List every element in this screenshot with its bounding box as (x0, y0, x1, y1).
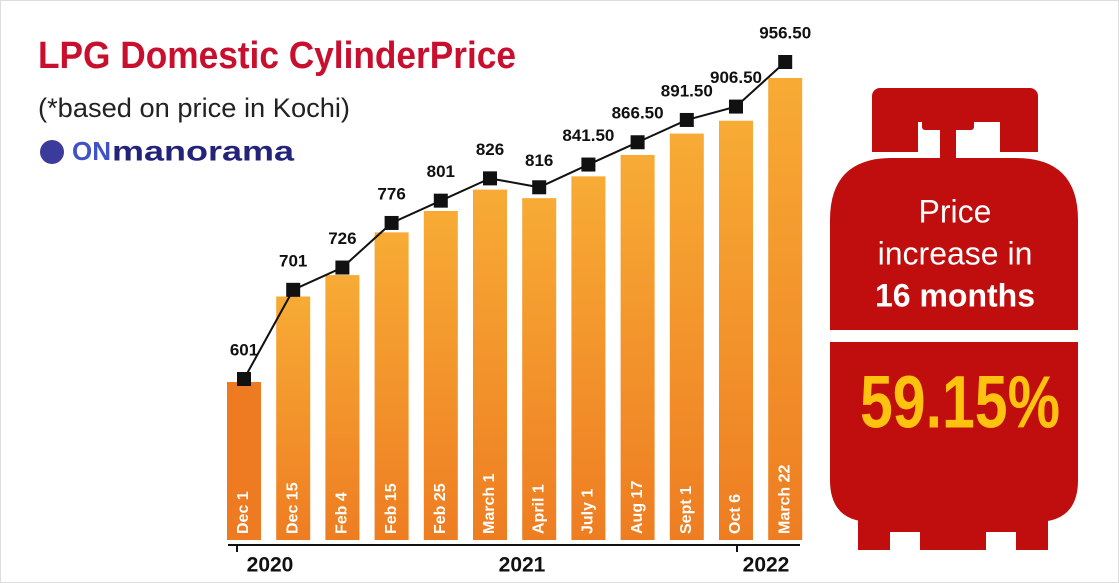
bar (522, 198, 557, 540)
logo-icon (40, 140, 64, 164)
category-label: Feb 4 (334, 492, 351, 534)
category-label: July 1 (580, 489, 597, 534)
value-label: 801 (427, 162, 455, 181)
year-label: 2020 (247, 554, 294, 577)
value-label: 866.50 (612, 104, 664, 123)
bar (768, 78, 803, 540)
marker (679, 112, 694, 127)
marker (778, 55, 793, 69)
category-label: March 22 (776, 465, 793, 534)
value-label: 826 (476, 140, 504, 159)
value-label: 601 (230, 340, 258, 359)
category-label: Sept 1 (678, 486, 695, 534)
marker (581, 157, 596, 172)
category-label: April 1 (530, 484, 547, 534)
year-label: 2021 (499, 554, 546, 577)
value-label: 776 (377, 184, 405, 203)
annotation: Price increase in 16 months 59.15% (860, 193, 1060, 443)
value-label: 906.50 (710, 68, 762, 87)
marker (384, 215, 399, 230)
category-label: Dec 15 (284, 482, 301, 534)
value-label: 726 (328, 229, 356, 248)
category-label: Oct 6 (727, 494, 744, 534)
bar (620, 154, 655, 540)
marker (335, 260, 350, 275)
category-label: Feb 25 (432, 483, 449, 534)
valve-stem (940, 126, 956, 158)
annotation-line: increase in (878, 235, 1033, 271)
bar (473, 189, 507, 540)
marker (630, 135, 645, 150)
chart-title: LPG Domestic CylinderPrice (38, 35, 516, 77)
value-label: 701 (279, 251, 307, 270)
annotation-highlight: 59.15% (860, 361, 1060, 444)
bar (571, 176, 606, 540)
category-label: Dec 1 (235, 491, 252, 534)
marker (433, 193, 448, 208)
brand-name: manorama (112, 135, 295, 166)
bar (374, 232, 409, 540)
chart-subtitle: (*based on price in Kochi) (38, 93, 350, 123)
marker (532, 180, 547, 195)
marker (286, 282, 301, 297)
annotation-line: 16 months (875, 277, 1035, 313)
marker (729, 99, 743, 114)
value-label: 956.50 (759, 23, 811, 42)
bar (423, 210, 458, 541)
cylinder-foot (858, 520, 1048, 550)
marker (483, 171, 497, 186)
bar (227, 382, 261, 540)
cylinder-bottom (830, 342, 1078, 522)
bar (276, 296, 311, 540)
value-label: 816 (525, 151, 553, 170)
price-line (243, 61, 786, 380)
value-label: 841.50 (562, 126, 614, 145)
value-label: 891.50 (661, 81, 713, 100)
year-label: 2022 (743, 554, 790, 577)
valve (922, 118, 974, 130)
bar (325, 275, 360, 540)
category-label: Aug 17 (629, 481, 646, 534)
bar (669, 133, 704, 540)
bars: Dec 1 Dec 15 Feb 4 Feb 15 Feb 25 March 1 April… (227, 78, 803, 541)
category-label: March 1 (481, 473, 498, 534)
marker (237, 372, 251, 386)
annotation-line: Price (919, 193, 992, 229)
brand-logo: ON manorama (40, 135, 295, 166)
cylinder (830, 88, 1078, 550)
cylinder-top (830, 158, 1078, 330)
category-label: Feb 15 (383, 483, 400, 534)
brand-prefix: ON (72, 136, 111, 166)
bar (719, 120, 753, 540)
